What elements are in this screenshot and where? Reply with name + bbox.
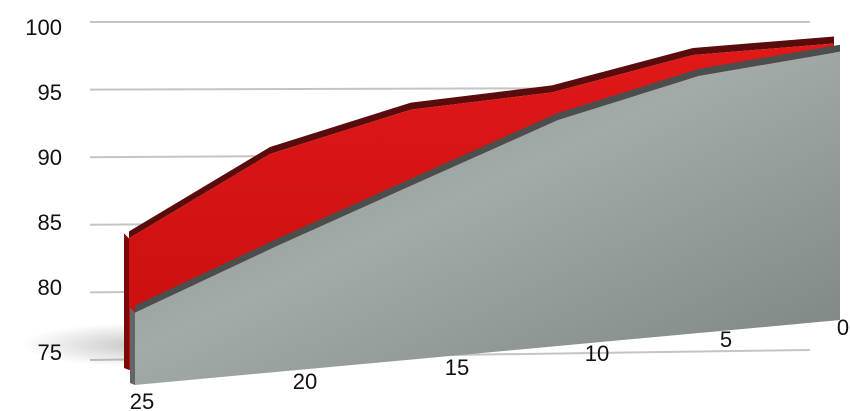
y-tick-label: 80 (38, 275, 62, 300)
x-tick-label: 0 (837, 315, 849, 340)
y-axis-ticks: 7580859095100 (25, 15, 62, 365)
series-side (124, 233, 129, 370)
series-side (130, 307, 135, 385)
y-tick-label: 95 (38, 80, 62, 105)
series-area-2 (130, 44, 840, 386)
x-tick-label: 15 (445, 355, 469, 380)
y-tick-label: 100 (25, 15, 62, 40)
x-tick-label: 20 (293, 369, 317, 394)
x-tick-label: 5 (720, 327, 732, 352)
y-tick-label: 90 (38, 145, 62, 170)
x-tick-label: 25 (130, 389, 154, 411)
x-tick-label: 10 (585, 341, 609, 366)
y-tick-label: 85 (38, 210, 62, 235)
series-layer (124, 36, 840, 386)
series-face (135, 51, 840, 386)
x-axis-ticks: 25 20 15 10 5 0 (130, 315, 849, 411)
